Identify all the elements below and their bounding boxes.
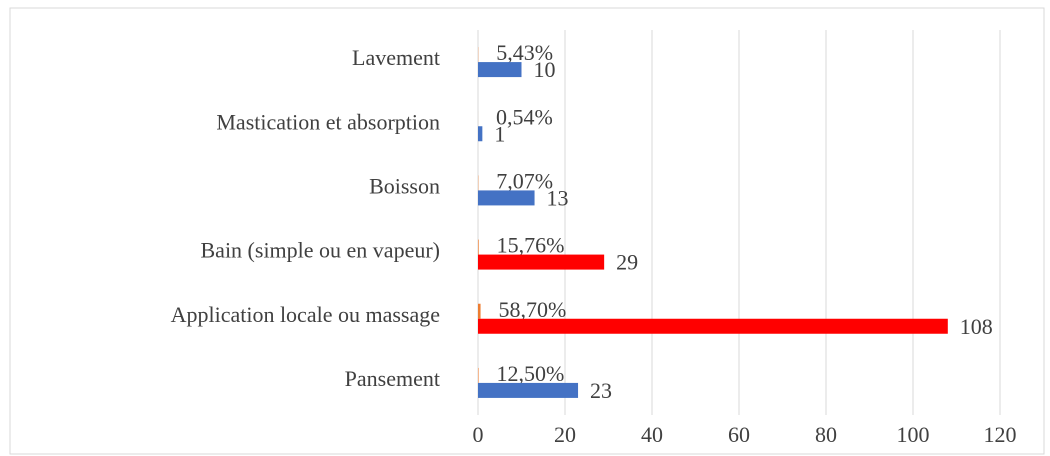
bar [478, 62, 522, 78]
bar [478, 126, 483, 142]
data-label: 13 [547, 185, 569, 210]
x-tick-label: 40 [641, 422, 663, 447]
x-tick-label: 120 [984, 422, 1017, 447]
bar [478, 254, 605, 270]
chart-frame [9, 7, 1045, 455]
bar [478, 239, 479, 255]
data-label: 108 [960, 314, 993, 339]
y-tick-label: Bain (simple ou en vapeur) [201, 238, 441, 263]
data-label: 29 [616, 250, 638, 275]
y-tick-label: Application locale ou massage [171, 302, 440, 327]
data-label: 7,07% [496, 168, 553, 193]
x-tick-label: 60 [728, 422, 750, 447]
data-label: 10 [534, 57, 556, 82]
data-label: 12,50% [497, 361, 565, 386]
y-tick-label: Pansement [345, 366, 440, 391]
bar [478, 190, 535, 206]
bar [478, 382, 579, 398]
y-tick-label: Boisson [369, 173, 440, 198]
bar [478, 318, 948, 334]
bar [478, 303, 481, 319]
data-label: 0,54% [496, 104, 553, 129]
data-label: 58,70% [499, 297, 567, 322]
data-label: 15,76% [497, 233, 565, 258]
x-tick-label: 100 [897, 422, 930, 447]
y-tick-label: Mastication et absorption [216, 109, 440, 134]
bar [478, 367, 479, 383]
x-tick-label: 0 [473, 422, 484, 447]
data-label: 23 [590, 378, 612, 403]
data-label: 1 [494, 121, 505, 146]
data-label: 5,43% [496, 40, 553, 65]
x-tick-label: 80 [815, 422, 837, 447]
y-tick-label: Lavement [352, 45, 440, 70]
x-tick-label: 20 [554, 422, 576, 447]
